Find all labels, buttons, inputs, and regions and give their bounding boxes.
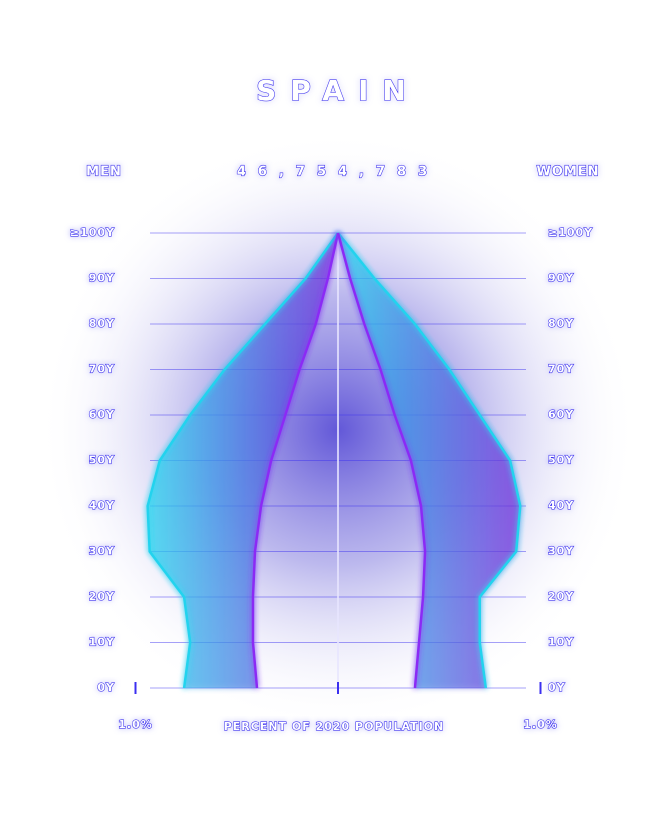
y-tick-label: 70Y	[89, 363, 115, 376]
y-tick-label: 0Y	[548, 681, 566, 694]
y-tick-label: 30Y	[548, 545, 574, 558]
y-tick-label: 60Y	[89, 408, 115, 421]
profile-line	[146, 232, 340, 689]
profile-line	[337, 232, 522, 689]
y-tick-label: 90Y	[548, 272, 574, 285]
x-axis-label: PERCENT OF 2020 POPULATION	[224, 720, 445, 733]
y-tick-label: 50Y	[548, 454, 574, 467]
y-tick-label: 0Y	[97, 681, 115, 694]
areas	[147, 233, 521, 688]
y-tick-label: 50Y	[89, 454, 115, 467]
y-tick-label: ≥100Y	[70, 226, 115, 239]
y-tick-label: 10Y	[89, 636, 115, 649]
y-tick-label: ≥100Y	[548, 226, 593, 239]
y-tick-label: 70Y	[548, 363, 574, 376]
profile-line	[251, 232, 340, 689]
profile-line	[336, 232, 427, 689]
y-tick-label: 90Y	[89, 272, 115, 285]
chart-title: SPAIN	[256, 74, 420, 107]
profile-band	[338, 233, 521, 688]
y-tick-label: 80Y	[548, 317, 574, 330]
y-tick-label: 30Y	[89, 545, 115, 558]
y-tick-label: 10Y	[548, 636, 574, 649]
y-tick-label: 40Y	[89, 499, 115, 512]
y-tick-label: 40Y	[548, 499, 574, 512]
y-tick-label: 80Y	[89, 317, 115, 330]
men-label: MEN	[86, 165, 122, 180]
foreground: 0Y 0Y 10Y 10Y 20Y 20Y 30Y 30Y 40Y 40Y 50Y 50Y 60Y 60Y…	[69, 225, 593, 731]
y-tick-label: 20Y	[548, 590, 574, 603]
total-population: 46,754,783	[237, 165, 439, 180]
y-tick-label: 20Y	[89, 590, 115, 603]
profile-band	[147, 233, 338, 688]
x-tick-label: 1.0%	[523, 718, 558, 731]
x-tick-label: 1.0%	[118, 718, 153, 731]
women-label: WOMEN	[536, 165, 599, 180]
y-tick-label: 60Y	[548, 408, 574, 421]
